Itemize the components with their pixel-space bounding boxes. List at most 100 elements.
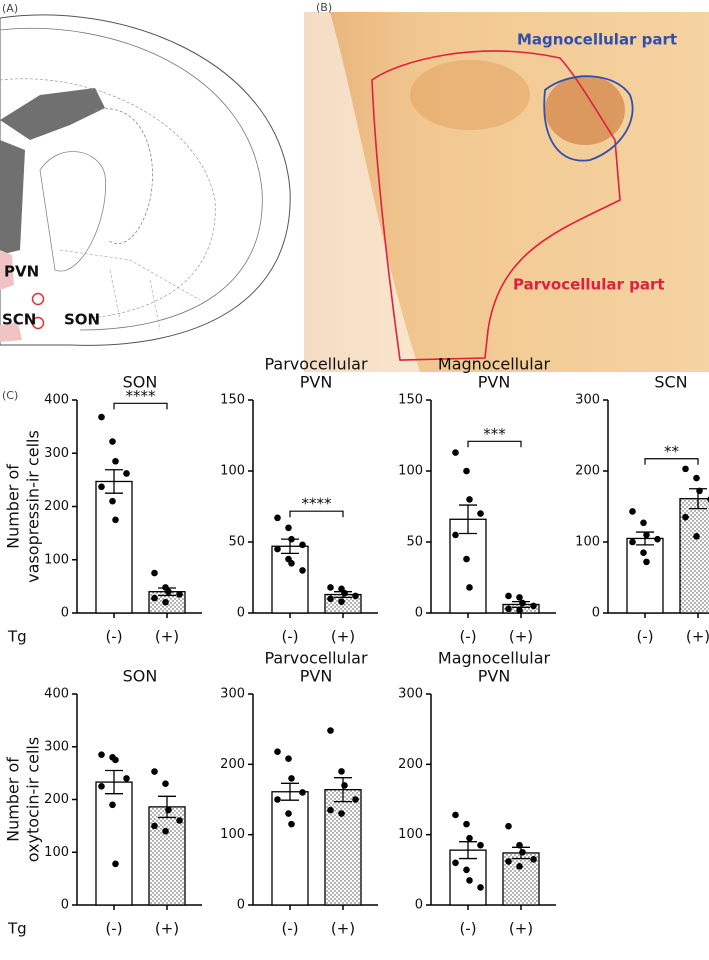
data-point — [682, 465, 689, 473]
y-tick-label: 300 — [398, 687, 423, 702]
bar — [271, 791, 309, 906]
chart-title: PVN — [300, 373, 333, 392]
micrograph — [304, 12, 709, 372]
data-point — [516, 606, 523, 614]
data-point — [452, 449, 459, 456]
data-point — [341, 589, 348, 597]
data-point — [109, 497, 116, 505]
y-tick-label: 150 — [398, 393, 423, 408]
y-tick-label: 300 — [44, 739, 69, 754]
error-bar — [334, 777, 352, 803]
data-point — [288, 535, 295, 543]
data-point — [352, 796, 359, 803]
data-point — [288, 820, 295, 828]
data-point — [341, 782, 348, 789]
data-point — [452, 811, 459, 819]
data-point — [477, 841, 484, 849]
data-point — [519, 848, 526, 856]
error-bar — [158, 795, 176, 819]
panel-label: (B) — [316, 1, 332, 14]
y-tick-label: 200 — [220, 757, 245, 772]
error-bar — [105, 469, 123, 494]
y-tick-label: 100 — [220, 827, 245, 842]
y-tick-label: 100 — [398, 827, 423, 842]
x-tick-label: (+) — [155, 920, 179, 938]
data-point — [477, 510, 484, 517]
region-annotation: Magnocellular part — [517, 31, 677, 49]
data-point — [654, 535, 661, 543]
data-point — [112, 516, 119, 524]
data-point — [285, 810, 292, 817]
x-axis-label: Tg — [7, 628, 27, 646]
data-point — [327, 584, 334, 591]
data-point — [151, 569, 158, 577]
error-bar — [105, 769, 123, 795]
data-point — [696, 487, 703, 495]
significance-bracket — [113, 402, 168, 410]
x-tick-label: (-) — [459, 920, 476, 938]
x-tick-label: (+) — [686, 628, 709, 646]
data-point — [352, 592, 359, 600]
x-tick-label: (+) — [509, 628, 533, 646]
chart-title: Magnocellular — [438, 355, 551, 374]
chart-title: SCN — [654, 373, 687, 392]
data-point — [165, 806, 172, 814]
x-tick-label: (-) — [281, 628, 298, 646]
region-label: SON — [64, 311, 100, 329]
panel-label: (C) — [2, 389, 18, 402]
data-point — [463, 555, 470, 563]
data-point — [165, 588, 172, 595]
data-point — [338, 768, 345, 775]
data-point — [327, 727, 334, 734]
data-point — [640, 519, 647, 527]
x-axis-label: Tg — [7, 920, 27, 938]
x-tick-label: (+) — [331, 628, 355, 646]
y-tick-label: 50 — [228, 535, 245, 550]
y-tick-label: 0 — [61, 606, 69, 621]
data-point — [98, 483, 105, 491]
x-tick-label: (+) — [509, 920, 533, 938]
data-point — [463, 866, 470, 874]
x-tick-label: (-) — [459, 628, 476, 646]
data-point — [629, 508, 636, 515]
y-axis-label: Number of — [4, 464, 23, 549]
data-point — [162, 827, 169, 835]
chart-title: PVN — [478, 667, 511, 686]
y-tick-label: 0 — [61, 898, 69, 913]
y-tick-label: 100 — [44, 845, 69, 860]
data-point — [176, 591, 183, 598]
error-bar — [459, 841, 477, 860]
data-point — [452, 531, 459, 539]
bar — [95, 781, 133, 906]
y-tick-label: 100 — [44, 552, 69, 567]
data-point — [629, 538, 636, 546]
data-point — [516, 863, 523, 870]
significance-bracket — [289, 510, 344, 518]
chart-title: SON — [123, 373, 158, 392]
region-label: PVN — [4, 263, 39, 281]
data-point — [123, 470, 130, 477]
data-point — [274, 514, 281, 522]
data-point — [505, 858, 512, 865]
y-tick-label: 0 — [592, 606, 600, 621]
x-tick-label: (+) — [331, 920, 355, 938]
data-point — [98, 783, 105, 790]
data-point — [505, 822, 512, 830]
data-point — [285, 524, 292, 532]
y-tick-label: 300 — [220, 687, 245, 702]
significance-label: ** — [664, 442, 680, 460]
data-point — [299, 567, 306, 574]
data-point — [288, 560, 295, 567]
significance-label: *** — [483, 425, 506, 443]
data-point — [109, 801, 116, 809]
significance-label: **** — [126, 387, 157, 405]
data-point — [151, 768, 158, 775]
data-point — [516, 594, 523, 601]
y-tick-label: 200 — [575, 464, 600, 479]
y-axis-label: vasopressin-ir cells — [24, 430, 43, 583]
significance-label: **** — [302, 495, 333, 513]
data-point — [693, 474, 700, 482]
data-point — [151, 594, 158, 602]
data-point — [327, 595, 334, 603]
